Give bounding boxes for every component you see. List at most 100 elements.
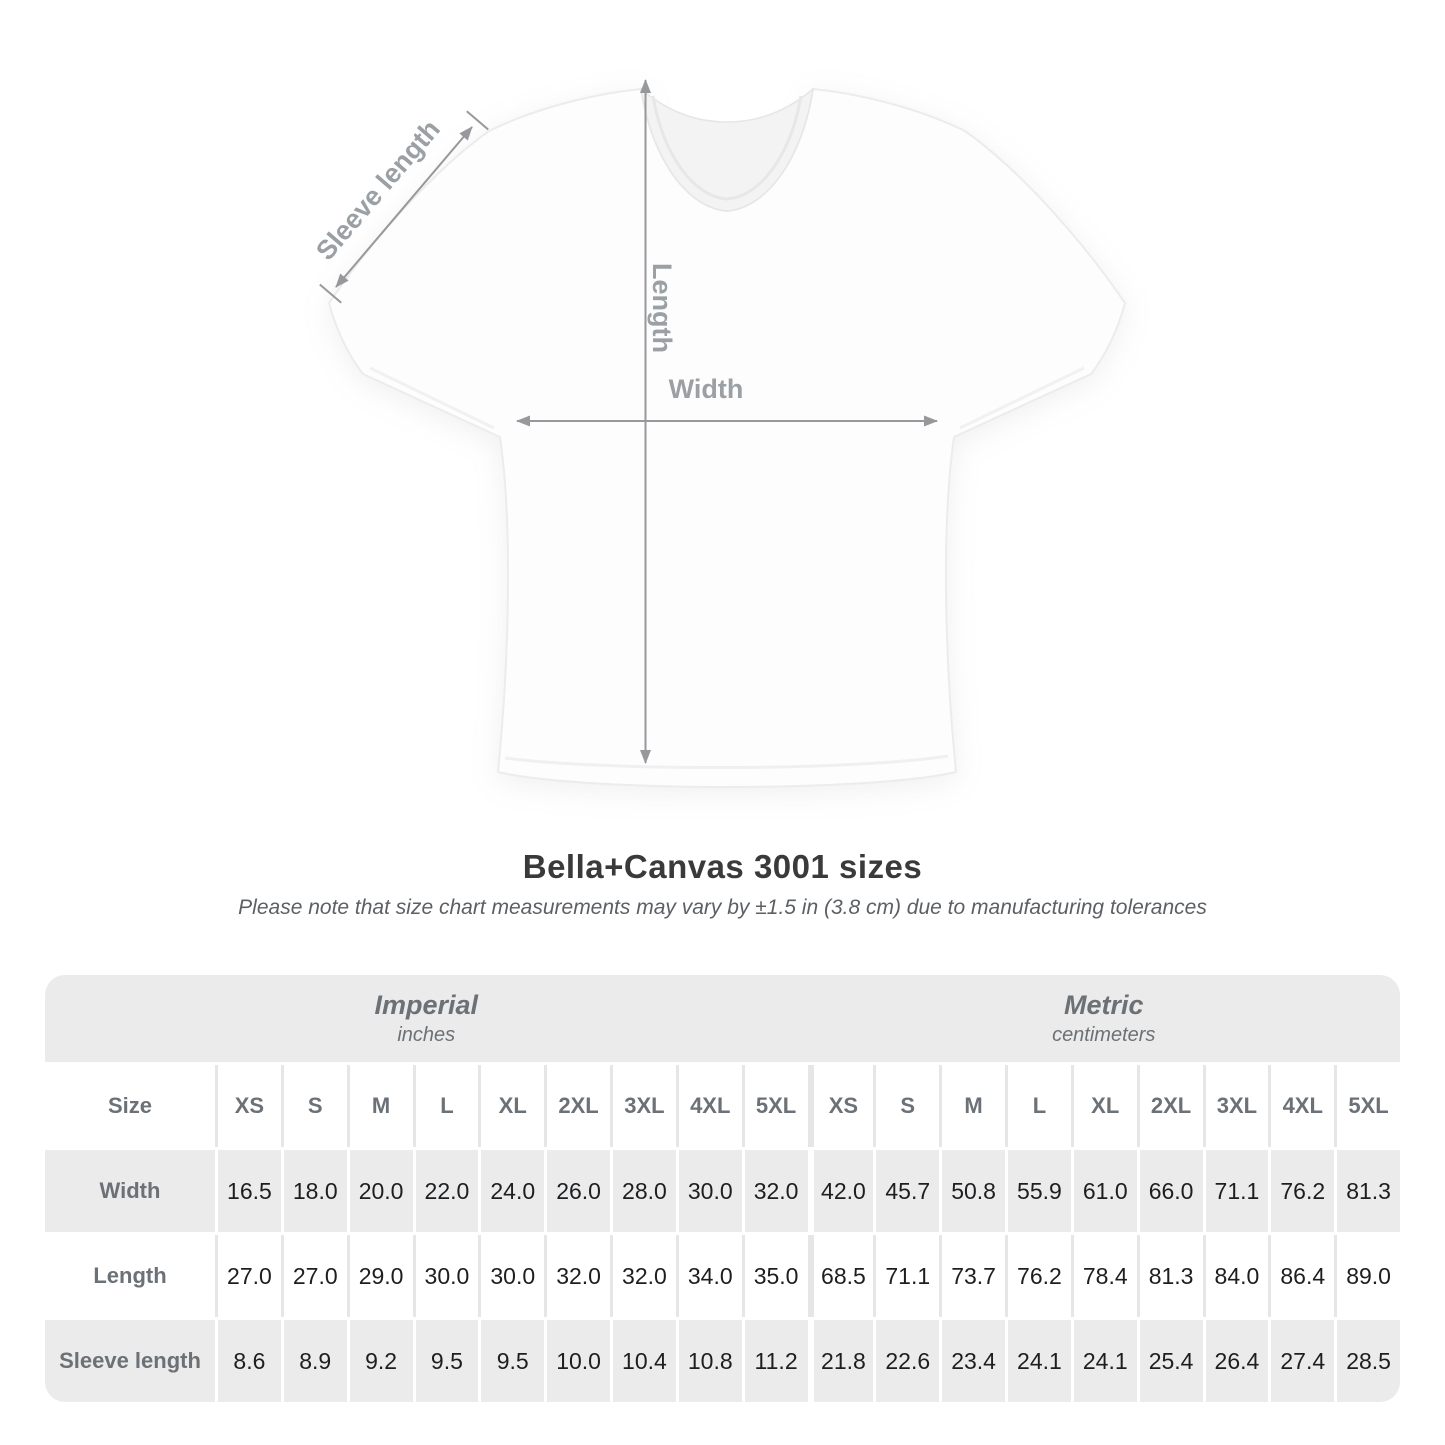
value-cell: 23.4 [939, 1320, 1005, 1402]
page-title: Bella+Canvas 3001 sizes [522, 848, 923, 885]
imperial-section-unit: inches [397, 1024, 456, 1046]
value-cell: 10.4 [610, 1320, 676, 1402]
size-col-header: 2XL [544, 1065, 610, 1147]
right-sleeve-stitch [959, 366, 1085, 430]
collar-band-seam [651, 95, 803, 201]
size-col-header: L [412, 1065, 479, 1147]
collar-opening [639, 87, 815, 212]
value-cell: 21.8 [807, 1320, 874, 1402]
imperial-section-name: Imperial [374, 990, 479, 1020]
tshirt-measurement-diagram: Sleeve length Length Width [310, 79, 1127, 788]
value-cell: 28.5 [1334, 1320, 1400, 1402]
value-cell: 9.2 [346, 1320, 413, 1402]
value-cell: 18.0 [280, 1150, 347, 1232]
value-cell: 24.1 [1070, 1320, 1137, 1402]
left-sleeve-stitch [369, 366, 495, 430]
value-cell: 10.0 [544, 1320, 610, 1402]
length-row: Length 27.0 27.0 29.0 30.0 30.0 32.0 32.… [45, 1232, 1400, 1317]
size-col-header: XS [215, 1065, 281, 1147]
sleeve-length-row: Sleeve length 8.6 8.9 9.2 9.5 9.5 10.0 1… [45, 1317, 1400, 1402]
size-col-header: 4XL [1268, 1065, 1334, 1147]
value-cell: 45.7 [873, 1150, 939, 1232]
value-cell: 25.4 [1136, 1320, 1203, 1402]
size-col-header: S [873, 1065, 939, 1147]
hem-stitch [504, 754, 949, 769]
value-cell: 32.0 [741, 1150, 808, 1232]
value-cell: 76.2 [1268, 1150, 1334, 1232]
unit-section-header: Imperial inches Metric centimeters [45, 975, 1400, 1062]
size-col-header: 3XL [610, 1065, 676, 1147]
value-cell: 89.0 [1334, 1235, 1400, 1317]
value-cell: 30.0 [478, 1235, 544, 1317]
value-cell: 71.1 [1202, 1150, 1269, 1232]
value-cell: 29.0 [346, 1235, 413, 1317]
value-cell: 84.0 [1202, 1235, 1269, 1317]
row-label: Length [93, 1263, 167, 1288]
size-col-header: M [939, 1065, 1005, 1147]
value-cell: 68.5 [807, 1235, 874, 1317]
value-cell: 20.0 [346, 1150, 413, 1232]
metric-section-unit: centimeters [1052, 1024, 1156, 1046]
value-cell: 27.0 [280, 1235, 347, 1317]
value-cell: 73.7 [939, 1235, 1005, 1317]
value-cell: 32.0 [610, 1235, 676, 1317]
value-cell: 8.6 [215, 1320, 281, 1402]
value-cell: 86.4 [1268, 1235, 1334, 1317]
value-cell: 55.9 [1005, 1150, 1071, 1232]
size-header-row: Size XS S M L XL 2XL 3XL 4XL 5XL XS S M … [45, 1062, 1400, 1147]
size-col-header: L [1005, 1065, 1071, 1147]
value-cell: 28.0 [610, 1150, 676, 1232]
size-col-header: XL [478, 1065, 544, 1147]
size-col-header: 2XL [1136, 1065, 1203, 1147]
value-cell: 10.8 [675, 1320, 742, 1402]
value-cell: 71.1 [873, 1235, 939, 1317]
value-cell: 81.3 [1136, 1235, 1203, 1317]
row-label: Width [99, 1178, 161, 1203]
value-cell: 27.0 [215, 1235, 281, 1317]
row-label: Sleeve length [59, 1348, 201, 1373]
value-cell: 76.2 [1005, 1235, 1071, 1317]
value-cell: 30.0 [412, 1235, 479, 1317]
size-table: Imperial inches Metric centimeters Size … [45, 975, 1400, 1402]
value-cell: 66.0 [1136, 1150, 1203, 1232]
value-cell: 8.9 [280, 1320, 347, 1402]
metric-section-header: Metric centimeters [808, 975, 1401, 1062]
value-cell: 22.0 [412, 1150, 479, 1232]
size-col-header: 5XL [741, 1065, 808, 1147]
size-header-label: Size [107, 1093, 153, 1118]
imperial-section-header: Imperial inches [45, 975, 808, 1062]
sleeve-arrow-tick-bottom [319, 283, 342, 304]
value-cell: 35.0 [741, 1235, 808, 1317]
value-cell: 9.5 [412, 1320, 479, 1402]
value-cell: 9.5 [478, 1320, 544, 1402]
value-cell: 34.0 [675, 1235, 742, 1317]
tolerance-note: Please note that size chart measurements… [238, 896, 1207, 919]
value-cell: 81.3 [1334, 1150, 1400, 1232]
width-label: Width [669, 374, 744, 404]
size-col-header: M [346, 1065, 413, 1147]
length-label: Length [647, 263, 677, 353]
value-cell: 24.1 [1005, 1320, 1071, 1402]
value-cell: 11.2 [741, 1320, 808, 1402]
metric-section-name: Metric [1063, 990, 1144, 1020]
value-cell: 26.0 [544, 1150, 610, 1232]
size-col-header: 4XL [675, 1065, 742, 1147]
size-col-header: S [280, 1065, 347, 1147]
value-cell: 16.5 [215, 1150, 281, 1232]
size-col-header: XS [807, 1065, 874, 1147]
value-cell: 24.0 [478, 1150, 544, 1232]
width-row: Width 16.5 18.0 20.0 22.0 24.0 26.0 28.0… [45, 1147, 1400, 1232]
size-col-header: XL [1070, 1065, 1137, 1147]
value-cell: 42.0 [807, 1150, 874, 1232]
value-cell: 30.0 [675, 1150, 742, 1232]
value-cell: 26.4 [1202, 1320, 1269, 1402]
sleeve-arrow-tick-top [466, 110, 489, 131]
size-col-header: 5XL [1334, 1065, 1400, 1147]
value-cell: 61.0 [1070, 1150, 1137, 1232]
size-col-header: 3XL [1202, 1065, 1269, 1147]
value-cell: 22.6 [873, 1320, 939, 1402]
value-cell: 78.4 [1070, 1235, 1137, 1317]
sleeve-arrow [335, 126, 473, 288]
value-cell: 27.4 [1268, 1320, 1334, 1402]
value-cell: 32.0 [544, 1235, 610, 1317]
